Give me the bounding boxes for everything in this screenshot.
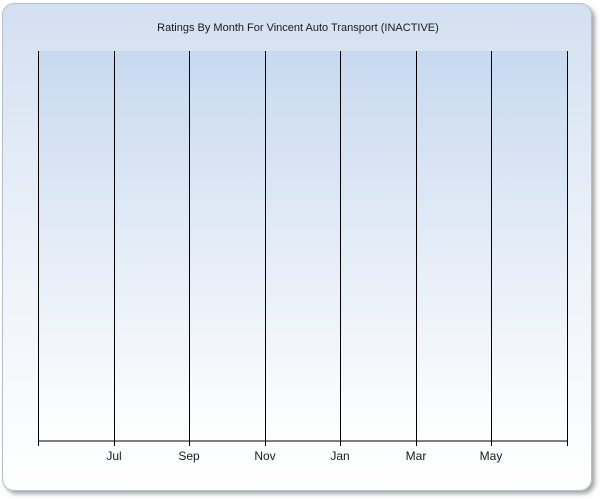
x-tick-label: Sep [178,449,200,463]
plot-area [38,51,567,441]
x-tick-label: Mar [406,449,427,463]
x-axis-ticks [38,441,568,446]
x-tick-label: Nov [254,449,275,463]
x-tick-label: May [480,449,503,463]
x-tick-label: Jul [106,449,121,463]
chart-title: Ratings By Month For Vincent Auto Transp… [157,22,439,34]
grid-lines [38,51,568,441]
x-tick-label: Jan [330,449,349,463]
x-axis-labels: Jul Sep Nov Jan Mar May [106,449,502,463]
